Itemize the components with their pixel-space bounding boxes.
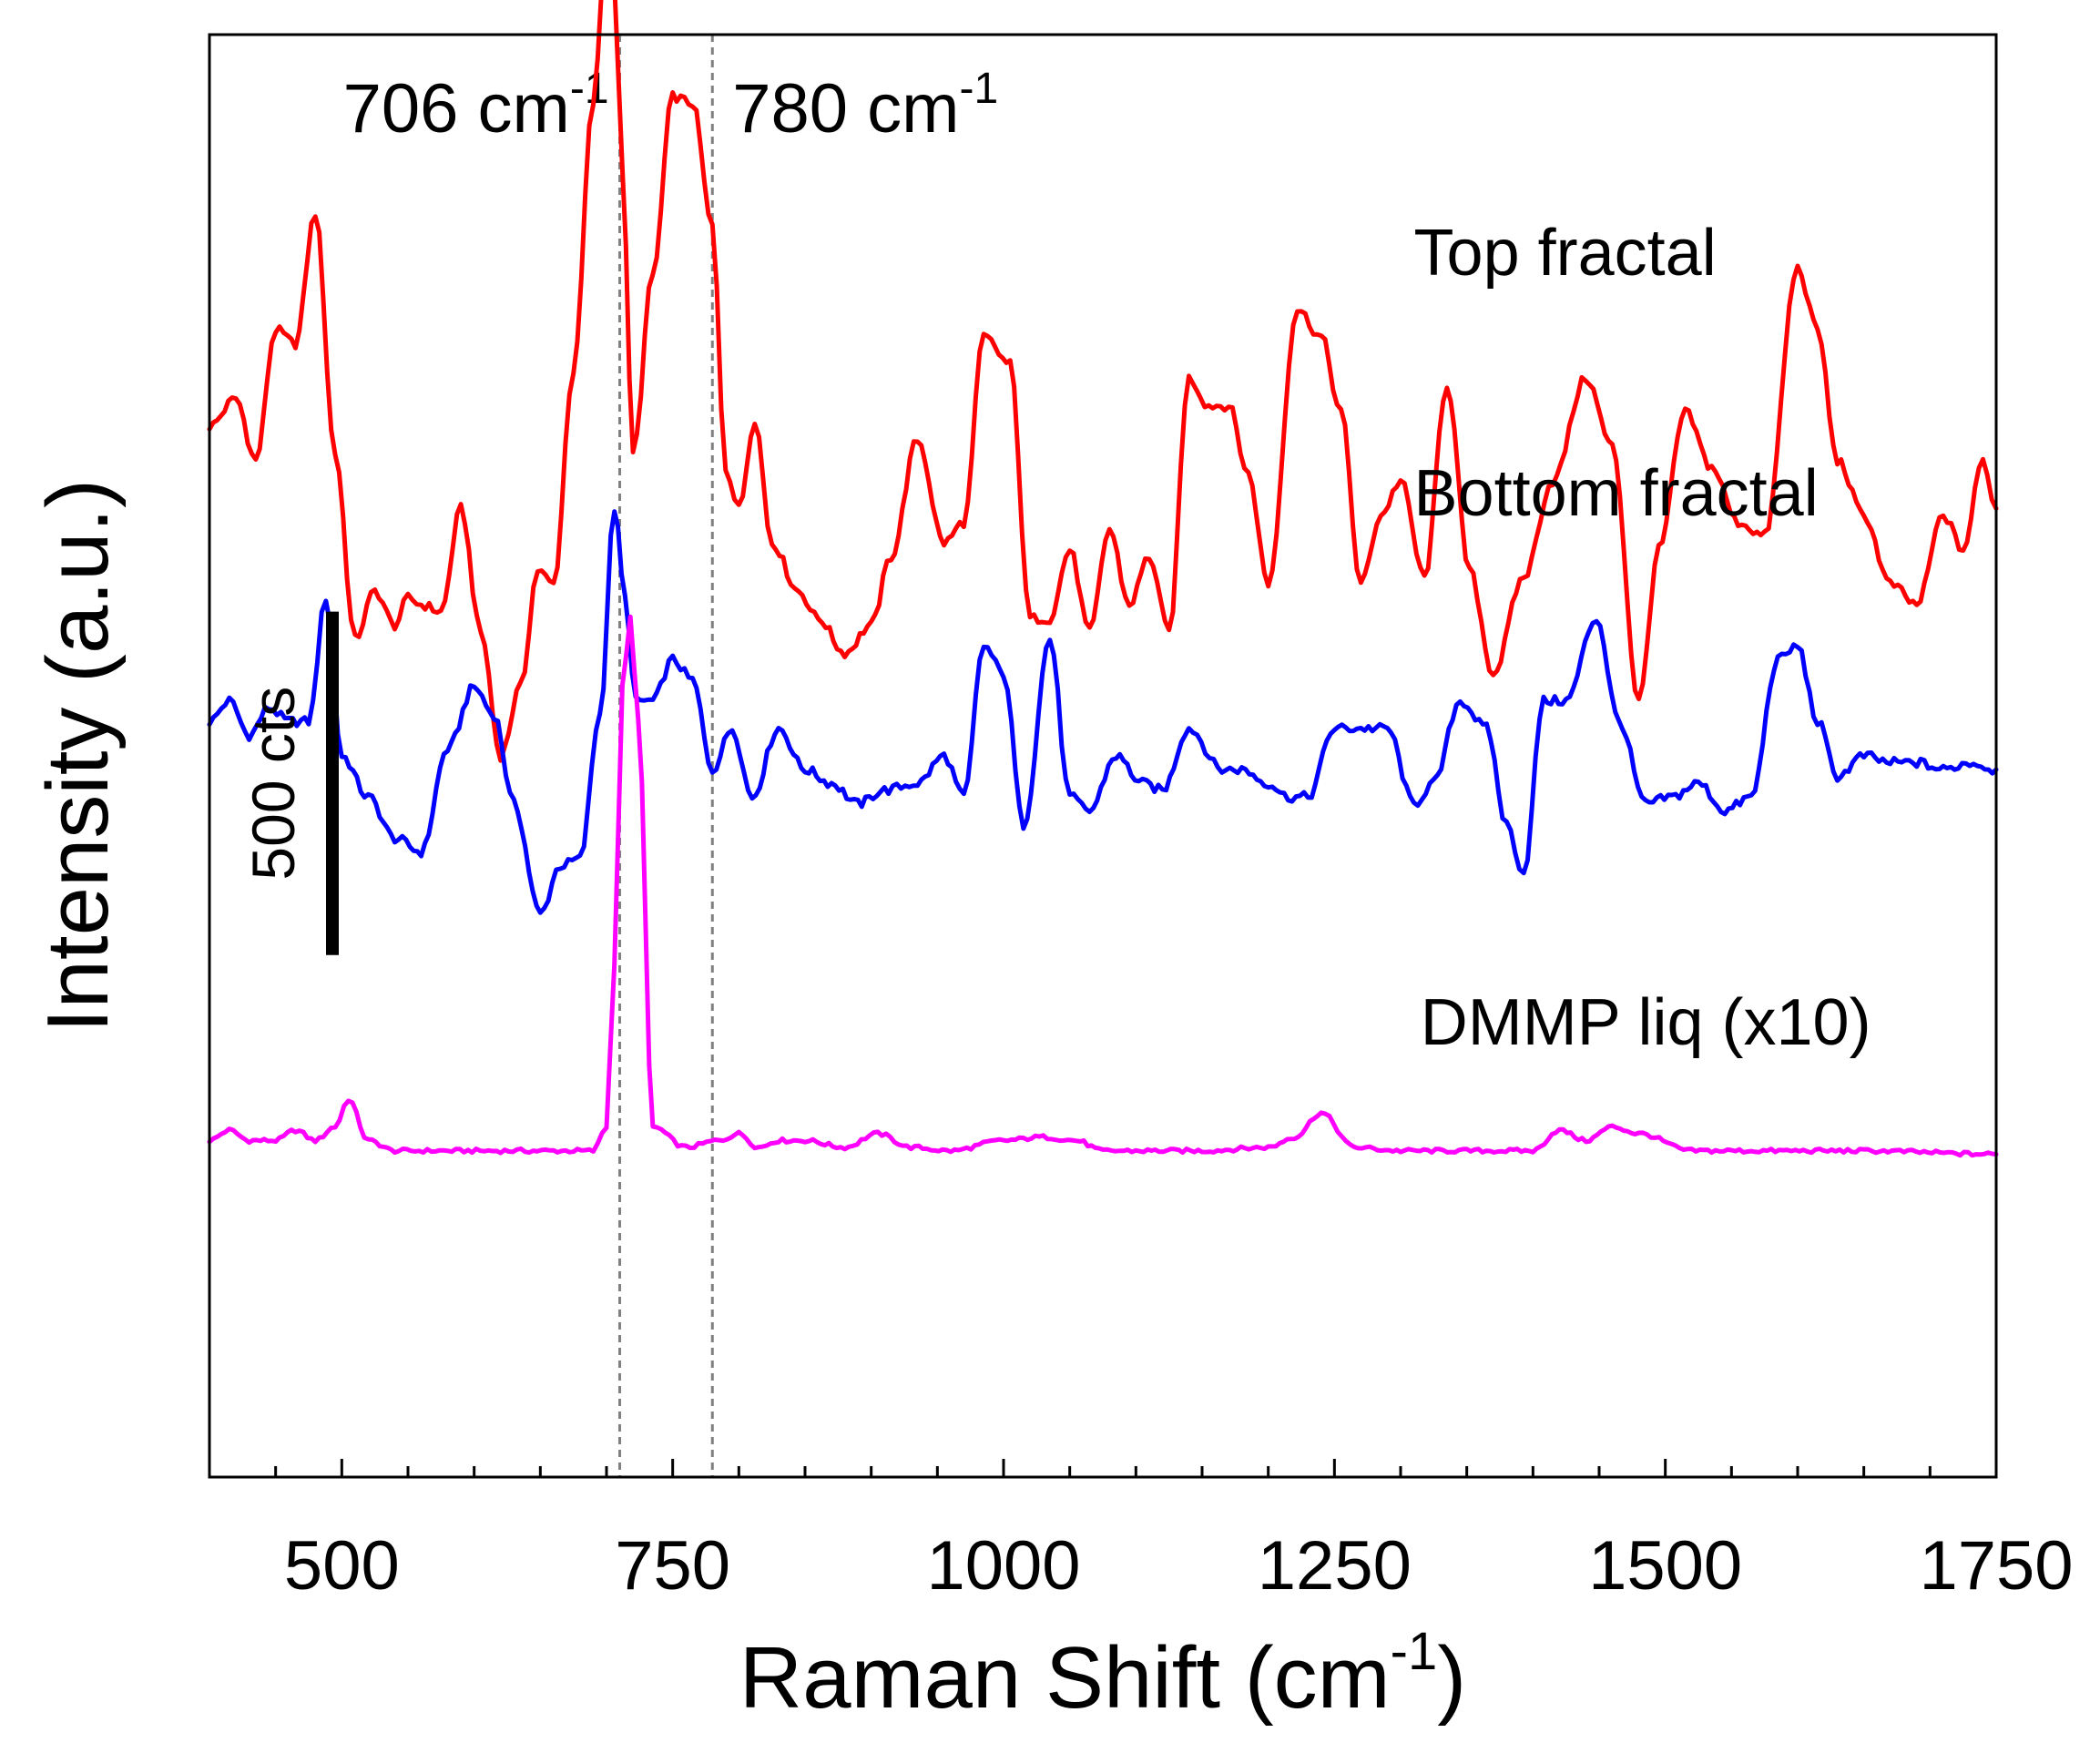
reference-label-sup: -1 [960, 65, 999, 113]
x-axis-ticks: 500 750 1000 1250 1500 1750 [274, 1459, 2074, 1605]
series-label-dmmp-liq-x10: DMMP liq (x10) [1421, 986, 1871, 1059]
reference-label-text: 706 cm [343, 70, 570, 148]
series-line-bottom-fractal [207, 509, 1999, 915]
x-tick-label-1000: 1000 [926, 1527, 1080, 1605]
series-line-top-fractal [207, 0, 1999, 763]
reference-lines: 706 cm-1 780 cm-1 [343, 35, 998, 1477]
x-tick-label-1750: 1750 [1919, 1527, 2073, 1605]
series-label-top-fractal: Top fractal [1414, 217, 1717, 290]
x-axis-label-main: Raman Shift (cm [739, 1629, 1391, 1727]
x-tick-label-500: 500 [284, 1527, 400, 1605]
x-tick-label-1250: 1250 [1258, 1527, 1412, 1605]
reference-label-780: 780 cm-1 [732, 65, 998, 148]
series-label-bottom-fractal: Bottom fractal [1414, 457, 1819, 530]
scale-bar-label: 500 cts [240, 687, 307, 881]
x-tick-label-1500: 1500 [1588, 1527, 1742, 1605]
x-axis-label-sup: -1 [1391, 1622, 1438, 1681]
series-lines [207, 0, 1999, 1158]
series-line-dmmp-liq-x10 [207, 614, 1999, 1158]
reference-label-sup: -1 [570, 65, 609, 113]
scale-bar: 500 cts [240, 611, 339, 955]
plot-frame [208, 33, 1998, 1479]
series-labels: Top fractal Bottom fractal DMMP liq (x10) [1414, 217, 1871, 1059]
y-axis-label: Intensity (a.u.) [29, 479, 127, 1033]
x-axis-label: Raman Shift (cm-1) [739, 1622, 1466, 1727]
x-axis-label-close: ) [1437, 1629, 1466, 1727]
x-tick-label-750: 750 [615, 1527, 730, 1605]
reference-label-text: 780 cm [732, 70, 959, 148]
reference-label-710: 706 cm-1 [343, 65, 609, 148]
